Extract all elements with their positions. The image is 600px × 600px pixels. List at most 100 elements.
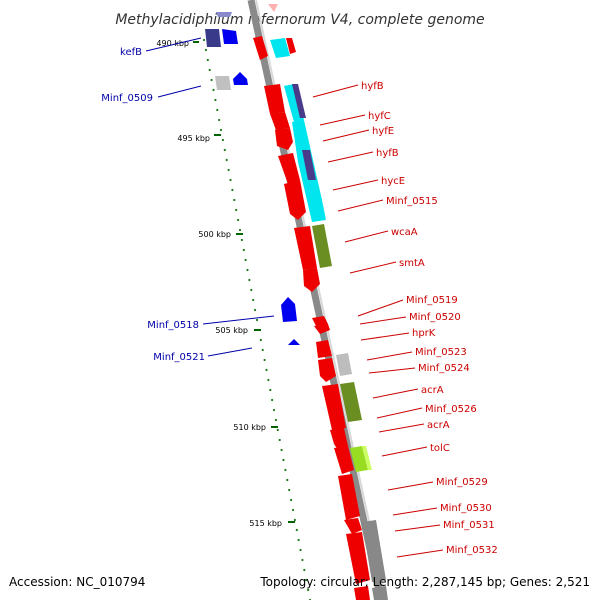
scale-dot: [284, 468, 287, 472]
feature-hyfB2: [278, 153, 300, 184]
forward-strand-features: [253, 4, 388, 600]
gene-label: smtA: [399, 258, 425, 269]
scale-dot: [265, 368, 268, 372]
scale-dot: [299, 548, 302, 552]
gene-label: hyfB: [376, 148, 399, 159]
gene-label: Minf_0521: [153, 352, 205, 363]
scale-dot: [269, 388, 272, 392]
forward-labels: hyfB hyfC hyfE hyfB hycE Minf_0515 wcaA …: [361, 81, 498, 556]
feature-hprK: [316, 340, 332, 358]
scale-ticks: [193, 41, 295, 523]
scale-dot: [282, 458, 285, 462]
gene-label: Minf_0524: [418, 363, 470, 374]
gene-label: Minf_0523: [415, 347, 467, 358]
scale-dot: [221, 138, 224, 142]
scale-dot: [231, 188, 234, 192]
feature-0509-blue: [233, 72, 248, 85]
scale-dot: [248, 278, 251, 282]
gene-label: hyfB: [361, 81, 384, 92]
summary-text: Topology: circular; Length: 2,287,145 bp…: [259, 575, 590, 589]
scale-dot: [204, 48, 207, 52]
feature-hyfB: [264, 84, 285, 114]
gene-label: hyfE: [372, 126, 394, 137]
gene-label: Minf_0532: [446, 545, 498, 556]
scale-dot: [238, 228, 242, 232]
reverse-label-connectors: [145, 37, 275, 357]
scale-dot: [242, 248, 245, 252]
scale-dot: [210, 78, 213, 82]
feature-kefB-c: [216, 12, 232, 17]
scale-dot: [250, 288, 253, 292]
scale-dot: [227, 168, 230, 172]
feature-olive-wcaA: [312, 224, 332, 268]
feature-purple-b: [302, 150, 316, 180]
scale-dot: [290, 498, 293, 502]
feature-bottom-red: [354, 586, 370, 600]
scale-dot: [214, 98, 217, 102]
scale-dot: [219, 128, 223, 132]
gene-label: acrA: [427, 420, 450, 431]
scale-dot: [254, 308, 257, 312]
gene-label: Minf_0530: [440, 503, 492, 514]
feature-top-red: [253, 36, 268, 60]
scale-dot: [240, 238, 243, 242]
scale-dot: [244, 258, 247, 262]
scale-dot: [272, 408, 276, 412]
gene-label: Minf_0518: [147, 320, 199, 331]
gene-label: hyfC: [368, 111, 391, 122]
scale-dot: [261, 348, 264, 352]
feature-olive-acrA: [340, 382, 362, 422]
feature-wcaA: [294, 226, 317, 270]
scale-label: 495 kbp: [177, 134, 210, 143]
scale-dot: [216, 108, 219, 112]
feature-tolC-red: [334, 446, 354, 474]
scale-dot: [301, 558, 304, 562]
gene-label: Minf_0529: [436, 477, 488, 488]
scale-dot: [235, 208, 238, 212]
feature-0532-gray: [362, 520, 386, 582]
scale-dot: [255, 318, 259, 322]
gene-label: wcaA: [391, 227, 418, 238]
scale-dot: [252, 298, 255, 302]
scale-dot: [295, 528, 298, 532]
feature-0529: [338, 474, 360, 520]
feature-bottom-gray: [372, 586, 388, 600]
gene-label: hprK: [412, 328, 436, 339]
scale-dot: [229, 178, 232, 182]
gene-label: kefB: [120, 47, 142, 58]
scale-dot: [212, 88, 215, 92]
scale-dot: [263, 358, 266, 362]
feature-purple-a: [292, 84, 306, 118]
feature-tolC: [350, 446, 368, 472]
gene-label: Minf_0509: [101, 93, 153, 104]
feature-smtA: [303, 268, 320, 292]
scale-dot: [307, 588, 310, 592]
gene-label: Minf_0520: [409, 312, 461, 323]
gene-label: Minf_0519: [406, 295, 458, 306]
scale-dot: [271, 398, 274, 402]
feature-0520: [314, 324, 330, 334]
gene-label: Minf_0515: [386, 196, 438, 207]
scale-dot: [303, 568, 306, 572]
scale-dot: [208, 68, 211, 72]
scale-dot: [293, 518, 296, 522]
gene-label: acrA: [421, 385, 444, 396]
map-title: Methylacidiphilum infernorum V4, complet…: [115, 12, 484, 28]
feature-tolC-light: [362, 446, 372, 470]
scale-label: 500 kbp: [198, 230, 231, 239]
accession-text: Accession: NC_010794: [9, 575, 145, 589]
feature-red-top2: [286, 38, 296, 54]
scale-dot: [280, 448, 283, 452]
feature-0531: [346, 532, 370, 584]
feature-kefB-b: [222, 29, 238, 44]
scale-dot: [206, 58, 209, 62]
scale-dot: [267, 378, 270, 382]
scale-dot: [246, 268, 249, 272]
reverse-strand-features: [205, 12, 300, 345]
scale-dot: [278, 438, 281, 442]
scale-dotted-track: [202, 38, 312, 600]
scale-dot: [305, 578, 308, 582]
gene-label: Minf_0526: [425, 404, 477, 415]
feature-kefB-a: [205, 29, 221, 47]
